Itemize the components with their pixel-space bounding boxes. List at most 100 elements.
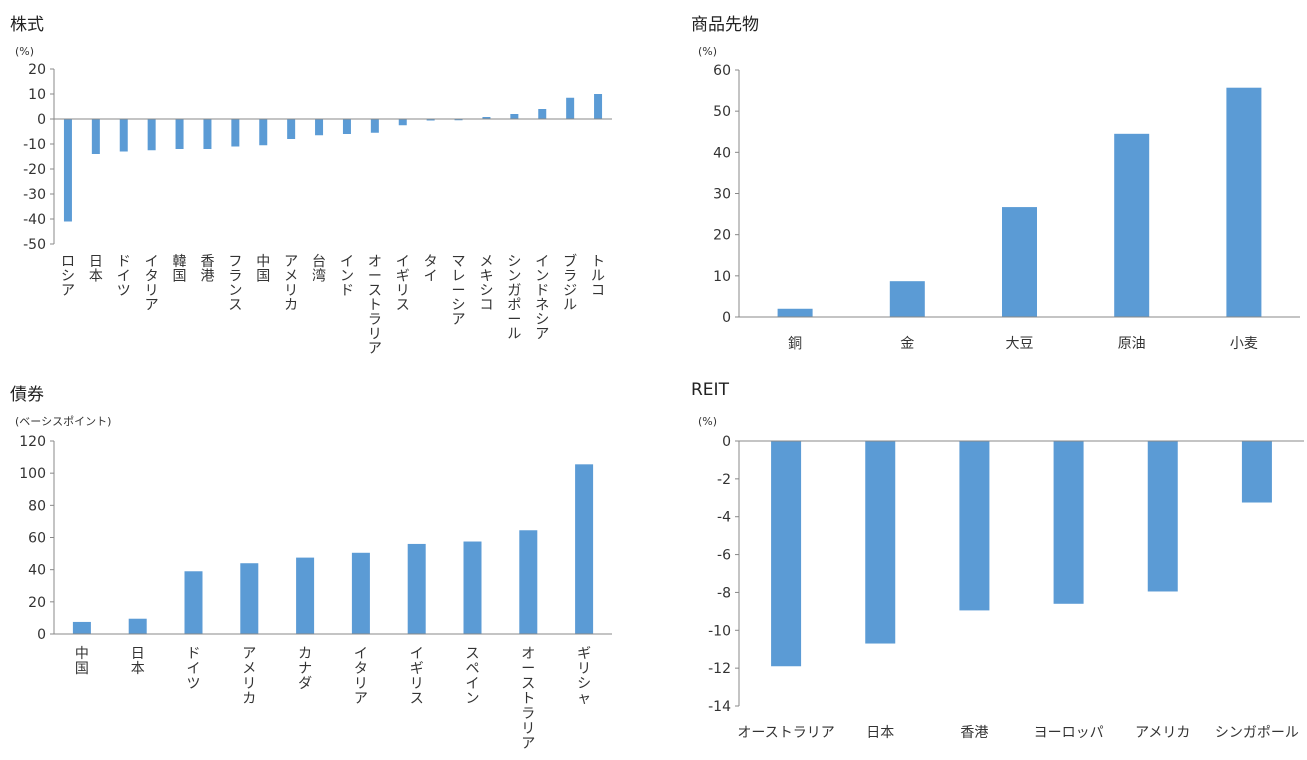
commodities-chart: (%) 60 50 40 30 20 10 0 銅 金 大豆 原油 小麦 (698, 45, 1300, 352)
stocks-y-tick-label: -50 (23, 237, 46, 253)
stocks-bar (175, 119, 184, 149)
reit-category-label: ヨーロッパ (1034, 725, 1104, 741)
stocks-category-label: トルコ (591, 254, 605, 299)
stocks-bar (482, 117, 491, 119)
bonds-unit-label: (ベーシスポイント) (15, 415, 111, 428)
reit-bar (1241, 441, 1272, 503)
stocks-bar (147, 119, 156, 151)
bonds-bar (463, 541, 482, 634)
stocks-bar (370, 119, 379, 133)
reit-y-tick-label: -8 (717, 585, 731, 601)
bonds-bar (184, 571, 203, 634)
stocks-bar (538, 109, 547, 119)
stocks-category-label: シンガポール (507, 254, 521, 343)
bonds-category-label: オーストラリア (521, 646, 535, 752)
stocks-bar (398, 119, 407, 126)
reit-bar (1053, 441, 1084, 604)
commodities-category-label: 金 (900, 336, 914, 352)
stocks-category-label: タイ (424, 254, 438, 285)
bonds-bar (519, 530, 538, 634)
bonds-category-label: 日本 (131, 646, 145, 677)
commodities-category-label: 小麦 (1230, 336, 1258, 352)
stocks-category-label: インド (340, 254, 354, 299)
bonds-title: 債券 (10, 385, 44, 405)
commodities-y-tick-label: 10 (713, 269, 731, 285)
commodities-bar (889, 281, 925, 317)
bonds-category-label: 中国 (75, 646, 89, 677)
stocks-bar (510, 114, 519, 119)
bonds-y-tick-label: 40 (28, 563, 46, 579)
stocks-category-label: 香港 (200, 254, 214, 285)
reit-category-label: 香港 (960, 725, 988, 741)
commodities-y-tick-label: 20 (713, 228, 731, 244)
reit-y-tick-label: -14 (708, 699, 731, 715)
stocks-y-tick-label: -30 (23, 187, 46, 203)
stocks-y-tick-label: 10 (28, 87, 46, 103)
bonds-bar (128, 618, 147, 634)
stocks-bar (91, 119, 100, 154)
bonds-y-tick-label: 80 (28, 498, 46, 514)
bonds-y-tick-label: 0 (37, 627, 46, 643)
bonds-category-label: ギリシャ (577, 646, 591, 707)
stocks-category-label: 韓国 (173, 254, 187, 285)
reit-y-tick-label: -6 (717, 548, 731, 564)
commodities-bar (1002, 207, 1037, 317)
reit-y-tick-label: -10 (708, 623, 731, 639)
stocks-category-label: メキシコ (479, 254, 493, 314)
commodities-bar (1114, 133, 1150, 317)
commodities-category-label: 大豆 (1006, 336, 1034, 352)
bonds-bar (240, 563, 259, 634)
bonds-category-label: スペイン (466, 646, 480, 707)
bonds-y-tick-label: 60 (28, 531, 46, 547)
commodities-unit-label: (%) (698, 45, 717, 58)
reit-chart: (%) 0 -2 -4 -6 -8 -10 -12 -14 オーストラリア 日本 香港 ヨーロッパ アメリ… (698, 415, 1304, 741)
stocks-chart: (%) 20 10 0 -10 -20 -30 -40 -50 ロシア日本ドイツイタリア韓国香港フ… (15, 45, 612, 357)
stocks-y-tick-label: 20 (28, 62, 46, 78)
commodities-y-tick-label: 0 (722, 310, 731, 326)
bonds-category-label: カナダ (298, 646, 312, 692)
bonds-bar (575, 464, 594, 634)
stocks-bar (63, 119, 72, 222)
stocks-bar (203, 119, 212, 149)
reit-bar (865, 441, 896, 644)
bonds-category-label: イタリア (354, 646, 368, 707)
stocks-y-tick-label: -40 (23, 212, 46, 228)
stocks-bar (119, 119, 128, 152)
stocks-y-tick-label: 0 (37, 112, 46, 128)
stocks-category-label: アメリカ (284, 254, 298, 314)
commodities-bar (1226, 87, 1262, 318)
bonds-y-tick-label: 20 (28, 595, 46, 611)
commodities-title: 商品先物 (691, 15, 759, 35)
reit-category-label: アメリカ (1135, 725, 1190, 741)
reit-title: REIT (691, 380, 729, 400)
bonds-y-tick-label: 120 (19, 434, 46, 450)
bonds-category-label: イギリス (410, 646, 424, 707)
bonds-category-label: ドイツ (187, 646, 201, 692)
stocks-category-label: マレーシア (452, 254, 466, 328)
bonds-chart: (ベーシスポイント) 120 100 80 60 40 20 0 中国 日本 ドイツ アメリカ カナダ イ… (15, 415, 612, 752)
commodities-y-tick-label: 60 (713, 63, 731, 79)
stocks-category-label: ブラジル (563, 253, 577, 314)
commodities-y-tick-label: 50 (713, 104, 731, 120)
stocks-category-label: インドネシア (535, 254, 549, 343)
stocks-bar (566, 97, 575, 119)
commodities-y-tick-label: 30 (713, 187, 731, 203)
stocks-bar (454, 119, 463, 121)
stocks-bar (342, 119, 351, 134)
stocks-category-label: イタリア (145, 254, 159, 314)
bonds-y-tick-label: 100 (19, 466, 46, 482)
stocks-category-label: オーストラリア (368, 254, 382, 357)
stocks-category-label: 台湾 (312, 254, 326, 285)
reit-bar (1147, 441, 1178, 592)
bonds-bar (407, 543, 426, 634)
stocks-category-label: 中国 (256, 254, 270, 285)
reit-y-tick-label: -12 (708, 661, 731, 677)
reit-category-label: シンガポール (1215, 725, 1299, 741)
stocks-unit-label: (%) (15, 45, 34, 58)
bonds-bar (351, 552, 370, 634)
reit-y-tick-label: 0 (722, 434, 731, 450)
stocks-bar (315, 119, 324, 136)
commodities-y-tick-label: 40 (713, 145, 731, 161)
stocks-y-tick-label: -10 (23, 137, 46, 153)
